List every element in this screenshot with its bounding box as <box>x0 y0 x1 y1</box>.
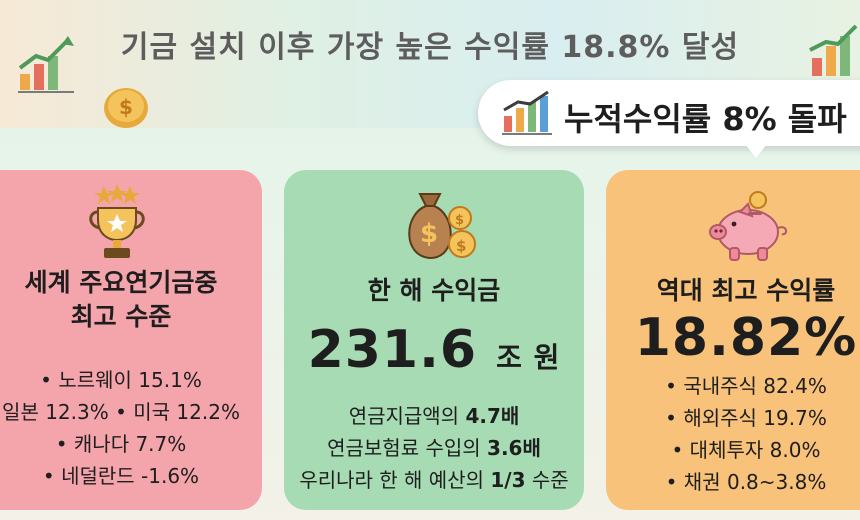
growth-chart-icon-right <box>809 24 858 76</box>
cumulative-return-badge: 누적수익률 8% 돌파 <box>478 80 860 146</box>
coin-icon: $ <box>104 88 148 128</box>
detail-line: 연금보험료 수입의 3.6배 <box>284 432 584 461</box>
card-title: 역대 최고 수익률 <box>656 276 836 305</box>
piggy-bank-icon <box>709 191 788 261</box>
card-annual-profit: $ $ $ 한 해 수익금 231.6 조 원 연금지급액의 4.7배 연금보험… <box>284 170 584 510</box>
profit-unit: 조 원 <box>496 341 561 374</box>
list-item: • 국내주식 82.4% <box>665 374 827 398</box>
list-item: • 노르웨이 15.1% <box>40 368 202 392</box>
detail-highlight: 3.6배 <box>487 436 541 460</box>
badge-text: 누적수익률 8% 돌파 <box>564 100 847 138</box>
card-title-line-2: 최고 수준 <box>70 302 172 331</box>
card-record-return: 역대 최고 수익률 18.82% • 국내주식 82.4% • 해외주식 19.… <box>606 170 860 510</box>
detail-text: 우리나라 한 해 예산의 <box>299 468 491 492</box>
card-title: 한 해 수익금 <box>367 276 501 305</box>
list-item: • 네덜란드 -1.6% <box>42 464 200 488</box>
badge-tail <box>742 140 770 158</box>
svg-text:$: $ <box>456 237 466 255</box>
svg-text:$: $ <box>420 219 438 249</box>
detail-suffix: 수준 <box>525 468 569 492</box>
detail-highlight: 4.7배 <box>465 404 520 428</box>
detail-text: 연금지급액의 <box>348 404 466 428</box>
card-title-line-1: 세계 주요연기금중 <box>24 268 218 297</box>
card-global-ranking: 세계 주요연기금중 최고 수준 • 노르웨이 15.1% 일본 12.3% • … <box>0 170 262 510</box>
list-item: • 해외주식 19.7% <box>665 406 827 430</box>
bar-chart-arrow-icon <box>502 90 552 135</box>
list-item: • 대체투자 8.0% <box>671 438 821 462</box>
list-item: • 캐나다 7.7% <box>55 432 187 456</box>
list-item: 일본 12.3% • 미국 12.2% <box>2 400 240 424</box>
record-return-value: 18.82% <box>634 308 858 368</box>
trophy-icon <box>89 184 145 258</box>
detail-line: 우리나라 한 해 예산의 1/3 수준 <box>284 464 584 493</box>
growth-chart-icon <box>18 36 74 93</box>
svg-text:$: $ <box>119 95 133 119</box>
page-title: 기금 설치 이후 가장 높은 수익률 18.8% 달성 <box>120 30 740 65</box>
detail-line: 연금지급액의 4.7배 <box>284 400 584 429</box>
detail-text: 연금보험료 수입의 <box>327 436 488 460</box>
detail-highlight: 1/3 <box>490 468 526 492</box>
profit-number: 231.6 <box>307 320 478 380</box>
list-item: • 채권 0.8~3.8% <box>665 470 827 494</box>
svg-text:$: $ <box>455 213 464 228</box>
money-bag-icon: $ $ $ <box>408 193 476 260</box>
annual-profit-value: 231.6 조 원 <box>284 320 584 380</box>
